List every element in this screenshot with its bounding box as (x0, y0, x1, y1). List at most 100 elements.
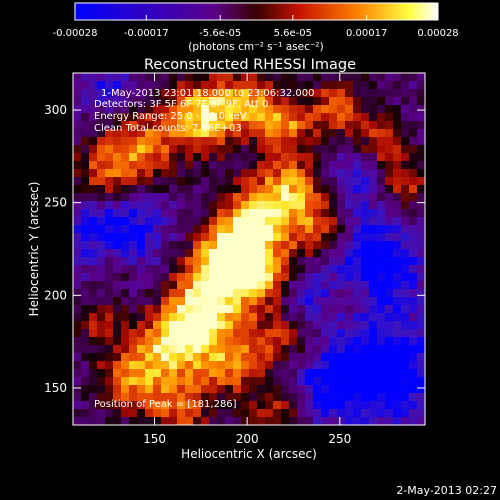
heatmap-cell (289, 329, 298, 338)
heatmap-cell (81, 137, 90, 146)
heatmap-cell (369, 161, 378, 170)
heatmap-cell (345, 233, 354, 242)
heatmap-cell (105, 289, 114, 298)
heatmap-cell (369, 257, 378, 266)
heatmap-cell (97, 353, 106, 362)
heatmap-cell (385, 217, 394, 226)
heatmap-cell (105, 89, 114, 98)
heatmap-cell (89, 345, 98, 354)
heatmap-cell (289, 145, 298, 154)
heatmap-cell (185, 137, 194, 146)
heatmap-cell (305, 393, 314, 402)
heatmap-cell (297, 185, 306, 194)
heatmap-cell (81, 273, 90, 282)
heatmap-cell (393, 129, 402, 138)
heatmap-cell (193, 409, 202, 418)
heatmap-cell (377, 409, 386, 418)
heatmap-cell (161, 137, 170, 146)
heatmap-cell (217, 153, 226, 162)
heatmap-cell (233, 353, 242, 362)
heatmap-cell (249, 369, 258, 378)
heatmap-cell (193, 233, 202, 242)
heatmap-cell (73, 153, 82, 162)
heatmap-cell (369, 337, 378, 346)
heatmap-cell (281, 385, 290, 394)
heatmap-cell (361, 249, 370, 258)
heatmap-cell (281, 137, 290, 146)
heatmap-cell (177, 417, 186, 425)
heatmap-cell (305, 201, 314, 210)
heatmap-cell (113, 385, 122, 394)
heatmap-cell (289, 241, 298, 250)
heatmap-cell (97, 209, 106, 218)
heatmap-cell (89, 225, 98, 234)
heatmap-cell (185, 177, 194, 186)
heatmap-cell (321, 249, 330, 258)
heatmap-cell (393, 345, 402, 354)
heatmap-cell (193, 97, 202, 106)
heatmap-cell (185, 193, 194, 202)
heatmap-cell (105, 321, 114, 330)
heatmap-cell (169, 281, 178, 290)
heatmap-cell (217, 321, 226, 330)
heatmap-cell (97, 249, 106, 258)
colorbar-tick-label: 5.6e-05 (274, 28, 312, 39)
heatmap-cell (329, 153, 338, 162)
heatmap-cell (89, 393, 98, 402)
heatmap-cell (193, 249, 202, 258)
heatmap-cell (305, 353, 314, 362)
heatmap-cell (201, 369, 210, 378)
heatmap-cell (81, 353, 90, 362)
heatmap-cell (385, 361, 394, 370)
heatmap-cell (265, 121, 274, 130)
heatmap-cell (201, 185, 210, 194)
heatmap-cell (417, 225, 425, 234)
heatmap-cell (297, 361, 306, 370)
heatmap-cell (81, 169, 90, 178)
heatmap-cell (193, 137, 202, 146)
heatmap-cell (233, 345, 242, 354)
heatmap-cell (185, 185, 194, 194)
heatmap-cell (345, 89, 354, 98)
heatmap-cell (417, 233, 425, 242)
heatmap-cell (249, 161, 258, 170)
heatmap-cell (345, 265, 354, 274)
heatmap-cell (377, 185, 386, 194)
heatmap-cell (81, 113, 90, 122)
heatmap-cell (305, 337, 314, 346)
heatmap-cell (329, 241, 338, 250)
heatmap-cell (137, 329, 146, 338)
heatmap-cell (281, 321, 290, 330)
heatmap-cell (281, 121, 290, 130)
heatmap-cell (249, 393, 258, 402)
heatmap-cell (369, 193, 378, 202)
heatmap-cell (329, 193, 338, 202)
heatmap-cell (129, 129, 138, 138)
heatmap-cell (345, 145, 354, 154)
heatmap-cell (313, 81, 322, 90)
heatmap-cell (377, 161, 386, 170)
heatmap-image (73, 73, 425, 425)
heatmap-cell (281, 257, 290, 266)
heatmap-cell (217, 73, 226, 82)
heatmap-cell (113, 169, 122, 178)
heatmap-cell (369, 201, 378, 210)
heatmap-cell (417, 73, 425, 82)
heatmap-cell (329, 129, 338, 138)
heatmap-cell (73, 289, 82, 298)
heatmap-cell (265, 201, 274, 210)
heatmap-cell (113, 209, 122, 218)
heatmap-cell (225, 137, 234, 146)
heatmap-cell (121, 393, 130, 402)
heatmap-cell (105, 401, 114, 410)
heatmap-cell (393, 409, 402, 418)
heatmap-cell (361, 185, 370, 194)
heatmap-cell (337, 225, 346, 234)
heatmap-cell (289, 209, 298, 218)
heatmap-cell (337, 73, 346, 82)
heatmap-cell (409, 89, 418, 98)
heatmap-cell (233, 217, 242, 226)
heatmap-cell (225, 249, 234, 258)
heatmap-cell (257, 305, 266, 314)
heatmap-cell (345, 273, 354, 282)
